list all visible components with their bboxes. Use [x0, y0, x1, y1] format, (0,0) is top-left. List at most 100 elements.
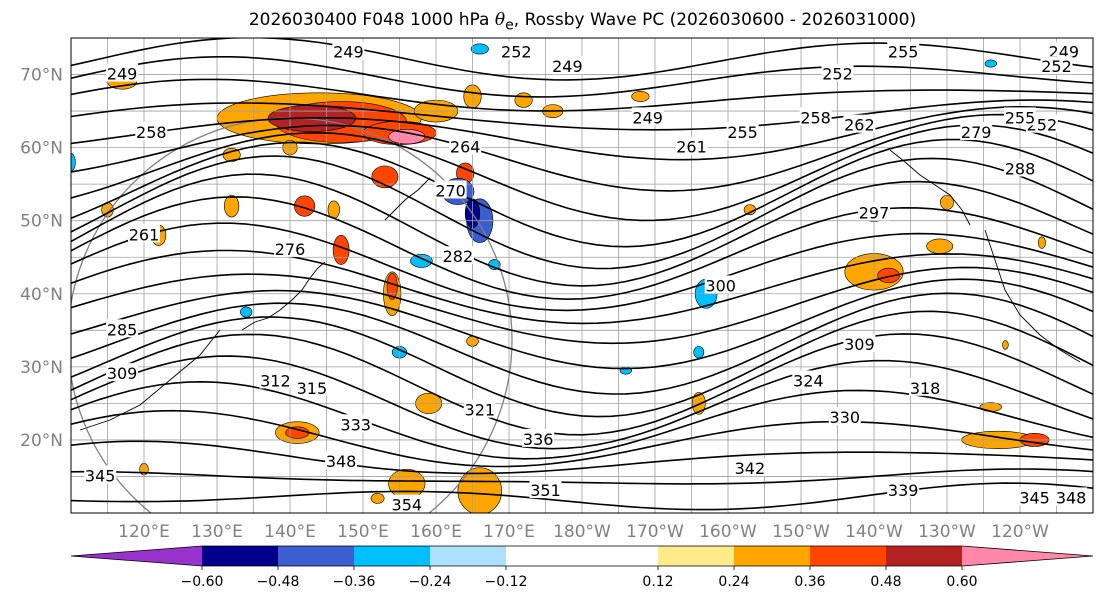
contour-label-backdrop [274, 238, 306, 257]
contour-label: 261 [129, 225, 160, 244]
latitude-tick-label: 40°N [20, 285, 63, 305]
pc-anomaly-patch [388, 129, 426, 145]
pc-anomaly-patch [877, 267, 900, 284]
contour-label-backdrop [909, 377, 942, 396]
contour-label-backdrop [1018, 487, 1051, 506]
coastline-kamchatka [384, 177, 431, 221]
latitude-tick-label: 50°N [20, 212, 63, 232]
colorbar-segment [430, 546, 506, 566]
longitude-tick-label: 120°E [118, 522, 170, 542]
contour-label: 255 [1005, 108, 1036, 127]
pc-anomaly-patch [693, 346, 705, 359]
contour-label-backdrop [1004, 158, 1036, 177]
colorbar-tick-labels: −0.60 −0.48 −0.36 −0.24 −0.12 0.12 0.24 0.36 0.4… [181, 566, 978, 590]
colorbar-tick-label: 0.48 [870, 574, 901, 590]
contour-label: 270 [435, 181, 466, 200]
pc-anomaly-patch [984, 59, 997, 68]
colorbar-extend-max [962, 546, 1093, 566]
contour-label: 345 [1019, 488, 1050, 507]
theta-e-contour-line [71, 138, 1093, 248]
pc-anomaly-patch [224, 194, 240, 218]
theta-e-contour-line [71, 333, 1093, 436]
theta-e-contour-line [71, 56, 1093, 98]
colorbar-tick-label: 0.24 [718, 574, 749, 590]
contour-label-backdrop [821, 63, 854, 82]
longitude-tick-label: 140°W [845, 522, 903, 542]
coastlines [79, 149, 1081, 431]
contour-label: 315 [297, 379, 328, 398]
theta-e-contour-line [71, 440, 1093, 475]
pc-anomaly-patch [285, 426, 310, 439]
contour-label: 300 [705, 276, 736, 295]
contour-label-backdrop [84, 465, 117, 484]
contour-label-backdrop [390, 494, 423, 513]
contour-label: 282 [443, 247, 474, 266]
longitude-tick-label: 130°E [191, 522, 243, 542]
contour-label-backdrop [799, 107, 832, 126]
contour-label-backdrop [106, 319, 139, 338]
contour-label-backdrop [500, 41, 533, 60]
contour-label: 288 [1005, 160, 1036, 179]
contour-label-backdrop [1055, 487, 1088, 506]
contour-label: 330 [830, 408, 861, 427]
map-frame [70, 37, 1094, 514]
longitude-tick-label: 150°E [337, 522, 389, 542]
colorbar-segment [810, 546, 886, 566]
contour-label: 252 [1041, 57, 1072, 76]
longitude-tick-label: 130°W [918, 522, 976, 542]
contour-label: 255 [727, 123, 758, 142]
contour-label-backdrop [259, 370, 292, 389]
theta-e-contour-line [71, 196, 1093, 301]
colorbar-segment [202, 546, 278, 566]
theta-e-contour-line [71, 355, 1093, 450]
colorbar-extend-min [71, 546, 202, 566]
contour-label: 333 [340, 415, 371, 434]
contour-label-backdrop [332, 41, 365, 60]
longitude-tick-label: 170°E [483, 522, 535, 542]
longitude-tick-label: 160°E [410, 522, 462, 542]
contour-label: 249 [107, 65, 138, 84]
contour-label: 348 [326, 452, 357, 471]
latitude-labels: 20°N 30°N 40°N 50°N 60°N 70°N [20, 66, 63, 451]
colorbar-segment [278, 546, 354, 566]
contour-label-backdrop [726, 122, 759, 140]
contour-label-backdrop [135, 122, 168, 140]
theta-e-contour-line [71, 266, 1093, 345]
theta-e-contour-line [71, 113, 1093, 192]
contour-label-backdrop [887, 41, 920, 60]
coastline-northamerica [984, 229, 1081, 363]
contour-label: 324 [793, 371, 824, 390]
coastline-japan [241, 261, 326, 331]
colorbar-tick-label: 0.36 [794, 574, 825, 590]
colorbar-tick-label: 0.12 [642, 574, 673, 590]
contour-label-backdrop [858, 202, 890, 221]
colorbar-tick-label: −0.36 [333, 574, 376, 590]
contour-label: 348 [1056, 488, 1087, 507]
contour-label-backdrop [434, 180, 467, 199]
contour-label: 258 [800, 108, 831, 127]
contour-label: 321 [465, 401, 496, 420]
contour-label-backdrop [325, 450, 358, 469]
contour-label: 285 [107, 320, 138, 339]
latitude-tick-label: 60°N [20, 139, 63, 159]
longitude-tick-label: 180°W [553, 522, 611, 542]
pc-anomaly-patch [926, 238, 954, 254]
contour-label-backdrop [295, 377, 328, 396]
coastline-asia [79, 329, 221, 431]
longitude-tick-label: 150°W [772, 522, 830, 542]
theta-e-contour-line [71, 99, 1093, 131]
colorbar-segment [734, 546, 810, 566]
contour-label-backdrop [339, 414, 372, 433]
longitude-tick-label: 160°W [699, 522, 757, 542]
contour-label-backdrop [843, 333, 876, 352]
theta-e-contour-line [71, 409, 1093, 468]
contour-label: 279 [961, 123, 992, 142]
theta-e-contour-line [71, 105, 1093, 161]
theta-e-contour-line [71, 310, 1093, 418]
pc-anomaly-patch [470, 43, 489, 55]
colorbar-tick-label: −0.12 [485, 574, 528, 590]
pc-anomaly-patch [386, 273, 398, 300]
contour-label: 297 [859, 203, 890, 222]
